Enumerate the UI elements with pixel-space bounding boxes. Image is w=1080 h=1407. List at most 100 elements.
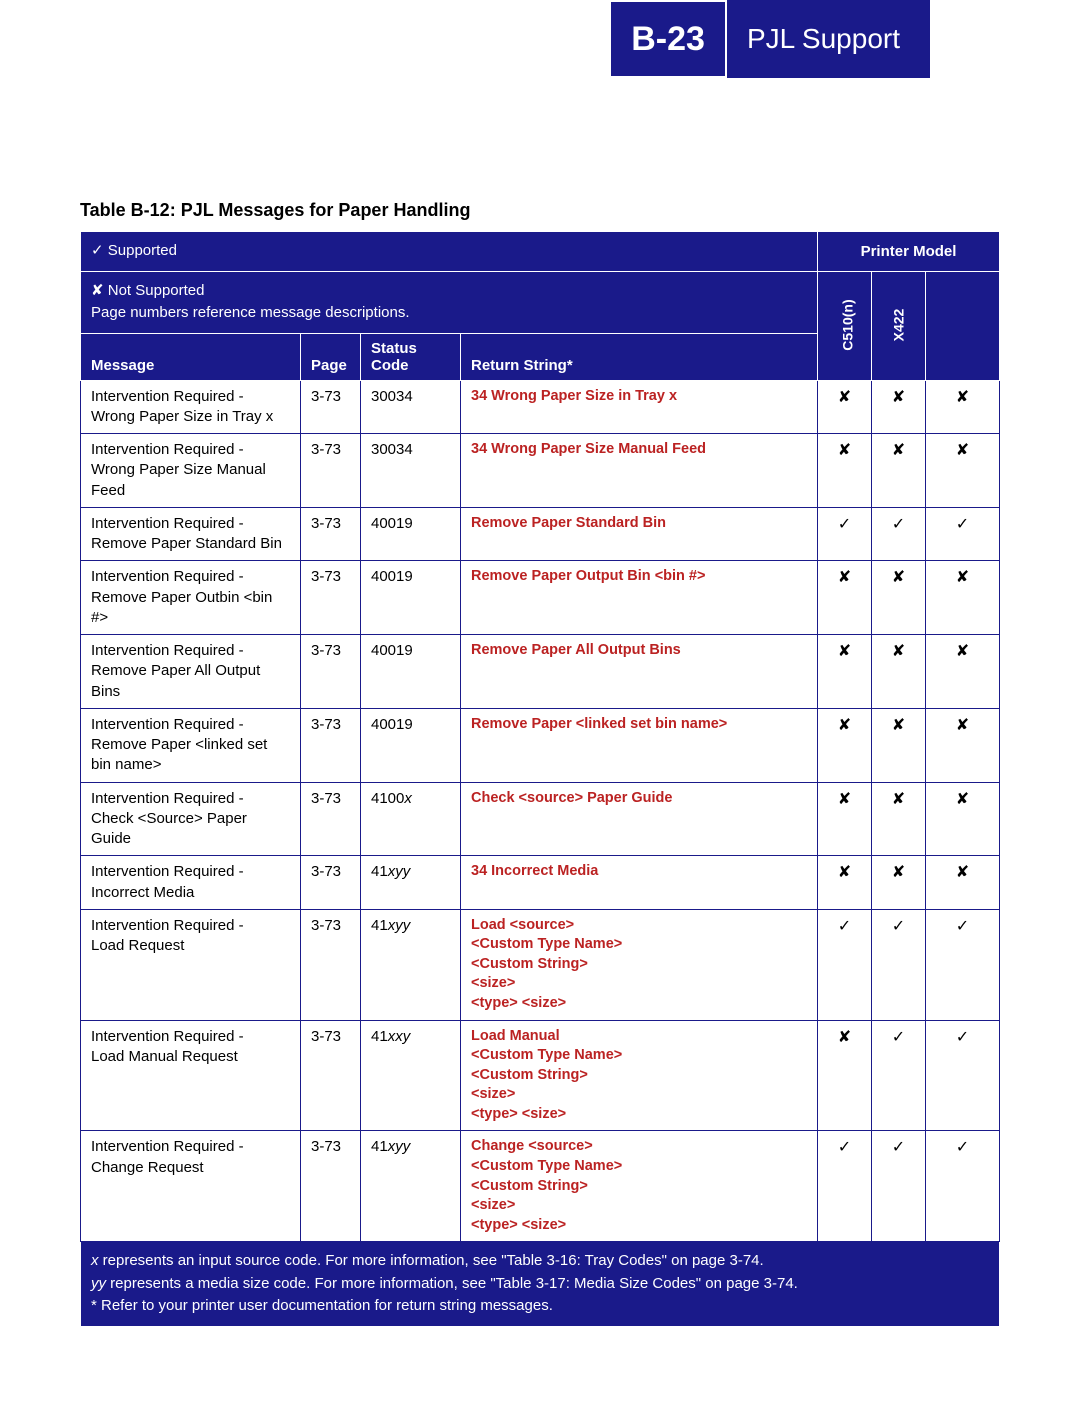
cell-return: 34 Incorrect Media [461,856,818,910]
cell-model-3: ✓ [925,1131,999,1242]
footnote-2: represents a media size code. For more i… [106,1275,798,1292]
table-row: Intervention Required -Incorrect Media3-… [81,856,1000,910]
table-row: Intervention Required -Wrong Paper Size … [81,380,1000,434]
cell-return: 34 Wrong Paper Size Manual Feed [461,434,818,508]
legend-supported-row: ✓ Supported [81,232,818,272]
cell-status: 40019 [361,507,461,561]
table-row: Intervention Required -Load Request3-734… [81,909,1000,1020]
cell-model-2: ✘ [871,380,925,434]
cell-model-2: ✓ [871,507,925,561]
cell-model-2: ✘ [871,782,925,856]
cell-model-1: ✘ [817,635,871,709]
check-icon: ✓ [91,242,104,259]
header-code: B-23 [609,0,727,78]
cell-page: 3-73 [301,507,361,561]
cell-model-1: ✘ [817,380,871,434]
cell-model-3: ✘ [925,635,999,709]
cell-page: 3-73 [301,856,361,910]
cell-page: 3-73 [301,1020,361,1131]
cell-status: 40019 [361,561,461,635]
table-row: Intervention Required -Change Request3-7… [81,1131,1000,1242]
cell-model-2: ✓ [871,1131,925,1242]
cell-model-2: ✘ [871,708,925,782]
cell-status: 41xxy [361,1020,461,1131]
cell-model-1: ✘ [817,708,871,782]
col-status: Status Code [361,333,461,380]
cell-model-1: ✓ [817,1131,871,1242]
cell-return: Remove Paper All Output Bins [461,635,818,709]
cell-status: 40019 [361,635,461,709]
col-page: Page [301,333,361,380]
cell-model-2: ✓ [871,1020,925,1131]
cell-status: 41xyy [361,909,461,1020]
legend-supported: Supported [108,242,177,259]
cell-model-3: ✘ [925,561,999,635]
cell-return: Load <source><Custom Type Name><Custom S… [461,909,818,1020]
cell-status: 40019 [361,708,461,782]
col-message: Message [81,333,301,380]
footnote-2-var: yy [91,1275,106,1292]
cell-model-3: ✘ [925,380,999,434]
table-row: Intervention Required -Remove Paper All … [81,635,1000,709]
footnote-1-var: x [91,1252,99,1269]
cell-model-3: ✓ [925,1020,999,1131]
cell-model-3: ✓ [925,507,999,561]
cell-return: Load Manual<Custom Type Name><Custom Str… [461,1020,818,1131]
cell-return: Check <source> Paper Guide [461,782,818,856]
cell-model-2: ✘ [871,434,925,508]
cell-page: 3-73 [301,782,361,856]
table-row: Intervention Required -Wrong Paper Size … [81,434,1000,508]
legend-not-supported: Not Supported [108,282,205,299]
cell-model-2: ✘ [871,635,925,709]
table-row: Intervention Required -Check <Source> Pa… [81,782,1000,856]
cell-model-3: ✘ [925,782,999,856]
cell-message: Intervention Required -Change Request [81,1131,301,1242]
model-col-2: X422 [871,271,925,380]
pjl-messages-table: ✓ Supported Printer Model ✘ Not Supporte… [80,231,1000,1327]
cell-status: 30034 [361,434,461,508]
table-row: Intervention Required -Remove Paper Outb… [81,561,1000,635]
cell-message: Intervention Required -Load Request [81,909,301,1020]
cell-model-3: ✓ [925,909,999,1020]
cell-model-2: ✘ [871,561,925,635]
cell-page: 3-73 [301,1131,361,1242]
table-row: Intervention Required -Load Manual Reque… [81,1020,1000,1131]
table-footnotes: x represents an input source code. For m… [81,1242,1000,1327]
cell-return: Remove Paper <linked set bin name> [461,708,818,782]
model-col-3: E230, E232, E234(n), E330, E332n [925,271,999,380]
cell-page: 3-73 [301,434,361,508]
cell-status: 41xyy [361,1131,461,1242]
cell-model-1: ✘ [817,1020,871,1131]
cell-message: Intervention Required -Remove Paper Stan… [81,507,301,561]
cell-return: Remove Paper Output Bin <bin #> [461,561,818,635]
cell-status: 41xyy [361,856,461,910]
cell-message: Intervention Required -Wrong Paper Size … [81,434,301,508]
table-row: Intervention Required -Remove Paper Stan… [81,507,1000,561]
cell-model-1: ✘ [817,561,871,635]
cell-return: Change <source><Custom Type Name><Custom… [461,1131,818,1242]
cell-message: Intervention Required -Load Manual Reque… [81,1020,301,1131]
cell-message: Intervention Required -Remove Paper All … [81,635,301,709]
legend-notes: ✘ Not Supported Page numbers reference m… [81,271,818,333]
cell-model-1: ✘ [817,782,871,856]
cell-message: Intervention Required -Wrong Paper Size … [81,380,301,434]
model-col-1: C510(n) [817,271,871,380]
x-icon: ✘ [91,282,104,299]
cell-model-2: ✘ [871,856,925,910]
header-title: PJL Support [727,0,930,78]
cell-status: 4100x [361,782,461,856]
cell-model-1: ✓ [817,507,871,561]
cell-page: 3-73 [301,380,361,434]
cell-page: 3-73 [301,635,361,709]
page-header: B-23 PJL Support [609,0,930,78]
table-caption: Table B-12: PJL Messages for Paper Handl… [80,200,1000,221]
cell-model-3: ✘ [925,708,999,782]
cell-message: Intervention Required -Incorrect Media [81,856,301,910]
cell-message: Intervention Required -Check <Source> Pa… [81,782,301,856]
cell-model-2: ✓ [871,909,925,1020]
cell-return: Remove Paper Standard Bin [461,507,818,561]
cell-model-1: ✘ [817,856,871,910]
legend-note: Page numbers reference message descripti… [91,304,410,321]
cell-page: 3-73 [301,708,361,782]
cell-message: Intervention Required -Remove Paper Outb… [81,561,301,635]
